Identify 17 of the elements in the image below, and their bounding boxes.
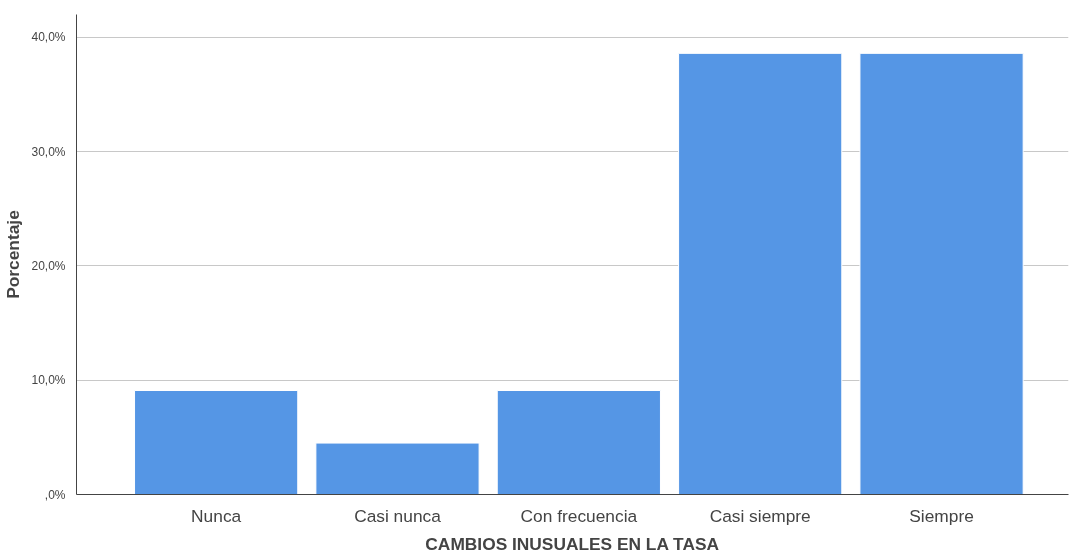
x-tick-label: Con frecuencia [520,505,638,526]
bar [859,52,1024,495]
x-axis-title: CAMBIOS INUSUALES EN LA TASA [425,533,720,554]
bar [496,390,661,495]
x-tick-label: Siempre [909,505,974,526]
y-tick-label: 10,0% [31,373,66,388]
y-tick-label: ,0% [44,487,66,502]
x-tick-label: Nunca [191,505,242,526]
x-tick-label: Casi nunca [354,505,442,526]
bar [315,442,480,495]
x-tick-label: Casi siempre [709,505,811,526]
y-tick-label: 40,0% [31,30,66,45]
y-tick-label: 30,0% [31,144,66,159]
bar [678,52,843,495]
y-axis-title: Porcentaje [3,209,24,299]
bar [134,390,299,495]
y-tick-label: 20,0% [31,258,66,273]
